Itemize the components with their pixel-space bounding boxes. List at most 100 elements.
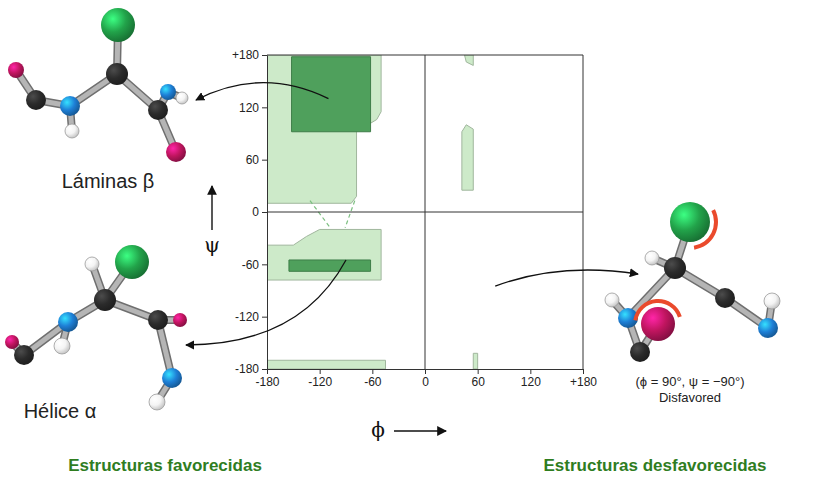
annotation-label: Hélice α <box>24 400 97 422</box>
y-tick-label: 0 <box>252 205 259 219</box>
y-tick: +180 <box>232 48 267 62</box>
atom <box>605 293 619 307</box>
atom <box>115 245 149 279</box>
x-axis: -180 -120 -60 0 60 120 +180 <box>255 369 597 389</box>
annotation-arrow <box>196 83 328 100</box>
x-tick-mark <box>267 369 268 374</box>
y-tick-mark <box>262 212 267 213</box>
region-connection <box>310 201 330 228</box>
atom <box>173 313 187 327</box>
atom <box>65 124 79 138</box>
x-tick-mark <box>478 369 479 374</box>
atom <box>176 92 188 104</box>
x-tick-mark <box>583 369 584 374</box>
center-line-horizontal <box>267 212 583 213</box>
y-tick-mark <box>262 160 267 161</box>
atom <box>101 8 135 42</box>
atom <box>60 96 80 116</box>
y-tick: -60 <box>242 258 267 272</box>
atom <box>5 335 19 349</box>
region <box>292 57 371 132</box>
y-tick: -120 <box>235 310 267 324</box>
region <box>462 125 473 190</box>
region <box>473 353 477 369</box>
x-tick: +180 <box>570 369 597 389</box>
y-tick-label: 60 <box>246 153 260 167</box>
atom <box>8 62 24 78</box>
y-tick-label: 120 <box>239 101 259 115</box>
atom <box>148 310 168 330</box>
clash-arc <box>633 299 681 321</box>
atom <box>641 307 675 341</box>
y-tick: 60 <box>246 153 267 167</box>
y-axis-title: ψ <box>204 233 220 257</box>
atom <box>106 63 128 85</box>
annotation-label: (ϕ = 90°, ψ = −90°) <box>636 374 745 389</box>
y-tick-mark <box>262 369 267 370</box>
x-tick-label: -180 <box>255 375 279 389</box>
y-tick: 0 <box>252 205 267 219</box>
region <box>267 55 381 203</box>
x-axis-arrow <box>394 430 446 431</box>
annotation-label: Láminas β <box>62 170 155 192</box>
molecule <box>8 8 188 162</box>
y-axis-arrow <box>211 186 212 230</box>
x-tick: 60 <box>471 369 485 389</box>
y-tick-mark <box>262 317 267 318</box>
atom <box>94 289 116 311</box>
x-tick-mark <box>530 369 531 374</box>
region <box>267 229 381 280</box>
captions: Estructuras favorecidas Estructuras desfa… <box>68 456 766 475</box>
x-tick-label: 0 <box>422 375 429 389</box>
x-tick: 0 <box>422 369 429 389</box>
atom <box>664 257 686 279</box>
region <box>267 360 386 369</box>
molecule <box>605 202 780 362</box>
molecule <box>5 245 187 410</box>
atom <box>715 288 735 308</box>
x-axis-title: ϕ <box>371 418 385 442</box>
x-tick-mark <box>425 369 426 374</box>
y-tick-label: +180 <box>232 48 259 62</box>
annotations: Láminas β Hélice α (ϕ = 90°, ψ = −90°)Disf… <box>24 83 745 422</box>
x-tick-label: +180 <box>570 375 597 389</box>
y-tick-mark <box>262 107 267 108</box>
region-connection <box>345 201 355 228</box>
atom <box>758 318 778 338</box>
x-tick: -60 <box>364 369 382 389</box>
atom <box>85 257 99 271</box>
atom <box>148 100 168 120</box>
y-axis: -180 -120 -60 0 60 120 +180 <box>232 48 268 376</box>
region <box>465 55 474 65</box>
y-tick-label: -180 <box>235 362 259 376</box>
frame <box>267 55 583 369</box>
y-axis-line <box>267 56 268 370</box>
annotation-arrow <box>186 260 346 345</box>
atom <box>166 142 186 162</box>
x-tick-label: 120 <box>521 375 541 389</box>
x-tick: -120 <box>308 369 332 389</box>
atom <box>162 368 182 388</box>
x-tick-mark <box>372 369 373 374</box>
caption: Estructuras desfavorecidas <box>544 456 767 475</box>
y-tick-label: -60 <box>242 258 260 272</box>
atom <box>764 293 780 309</box>
x-tick-label: -60 <box>364 375 382 389</box>
y-tick: -180 <box>235 362 267 376</box>
atom <box>58 312 78 332</box>
x-tick: 120 <box>521 369 541 389</box>
y-tick-label: -120 <box>235 310 259 324</box>
clash-arc <box>694 209 718 249</box>
atom <box>54 338 70 354</box>
atom <box>160 84 176 100</box>
x-tick: -180 <box>255 369 279 389</box>
annotation-sublabel: Disfavored <box>659 390 721 405</box>
y-tick-mark <box>262 55 267 56</box>
caption: Estructuras favorecidas <box>68 456 262 475</box>
x-tick-mark <box>320 369 321 374</box>
y-tick: 120 <box>239 101 267 115</box>
atom <box>26 90 46 110</box>
atom <box>14 345 34 365</box>
x-tick-label: -120 <box>308 375 332 389</box>
figure: -180 -120 -60 0 60 120 +180 -180 -120 -60 0 60 120 +1… <box>0 0 814 492</box>
